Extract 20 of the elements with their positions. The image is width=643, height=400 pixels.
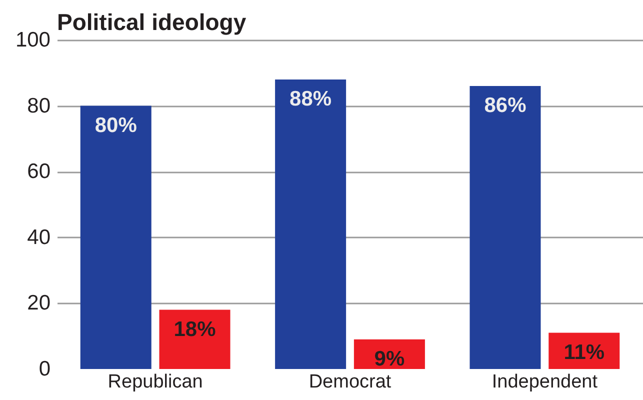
data-label: 11% <box>564 340 605 364</box>
data-label: 9% <box>374 347 405 370</box>
bar <box>159 310 230 369</box>
y-tick-label: 40 <box>27 226 50 249</box>
data-label: 88% <box>290 87 332 110</box>
bar <box>80 106 152 369</box>
x-tick-label: Republican <box>108 372 203 392</box>
data-label: 80% <box>94 114 138 137</box>
data-label: 18% <box>174 318 216 341</box>
data-label: 86% <box>484 94 527 118</box>
y-tick-label: 20 <box>27 292 50 315</box>
y-tick-label: 60 <box>27 160 50 184</box>
x-tick-label: Democrat <box>308 372 392 392</box>
y-tick-label: 0 <box>38 358 50 380</box>
bar <box>470 86 541 369</box>
x-tick-label: Independent <box>492 372 598 392</box>
bar <box>275 79 346 369</box>
y-tick-label: 80 <box>27 94 50 118</box>
chart-title: Political ideology <box>57 9 246 35</box>
y-tick-label: 100 <box>15 28 50 52</box>
